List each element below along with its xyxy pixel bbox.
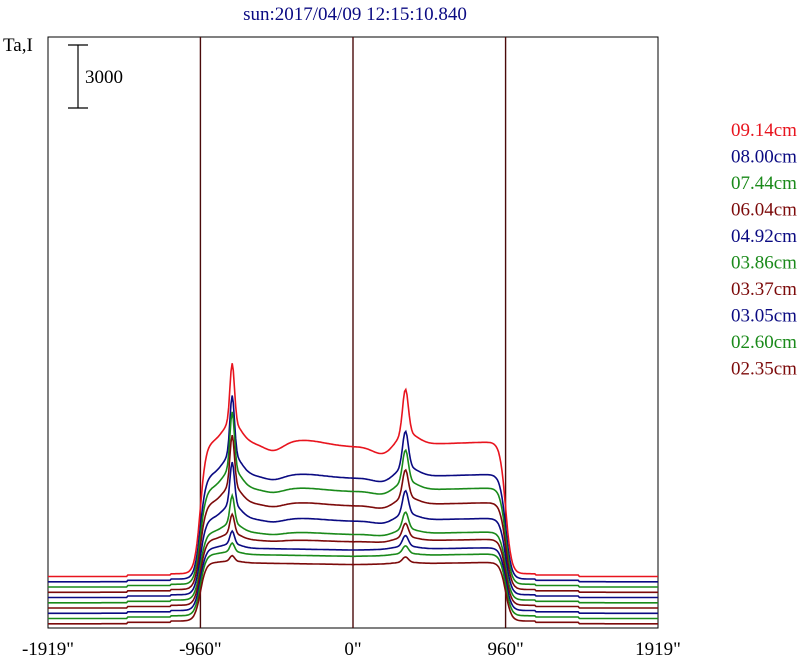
legend-entry-4: 04.92cm xyxy=(731,226,797,247)
x-tick-label-1: -960" xyxy=(179,639,222,660)
series-line-02.35cm xyxy=(48,554,658,625)
legend-entry-6: 03.37cm xyxy=(731,279,797,300)
series-line-03.37cm xyxy=(48,512,658,609)
legend-entry-5: 03.86cm xyxy=(731,253,797,274)
y-axis-label: Ta,I xyxy=(3,35,33,56)
x-tick-labels: -1919" -960" 0" 960" 1919" xyxy=(22,639,681,660)
x-tick-label-0: -1919" xyxy=(22,639,74,660)
series-line-02.60cm xyxy=(48,541,658,620)
series-line-03.05cm xyxy=(48,529,658,615)
series-line-04.92cm xyxy=(48,461,658,599)
series-line-03.86cm xyxy=(48,492,658,604)
chart-title: sun:2017/04/09 12:15:10.840 xyxy=(243,4,467,25)
series-line-09.14cm xyxy=(48,363,658,578)
x-tick-label-4: 1919" xyxy=(635,639,681,660)
x-tick-label-3: 960" xyxy=(487,639,523,660)
legend-entry-8: 02.60cm xyxy=(731,332,797,353)
legend-entry-0: 09.14cm xyxy=(731,120,797,141)
series-lines xyxy=(48,363,658,625)
legend: 09.14cm 08.00cm 07.44cm 06.04cm 04.92cm 03.86… xyxy=(731,120,797,380)
series-line-08.00cm xyxy=(48,395,658,583)
scale-bar-label: 3000 xyxy=(85,67,123,88)
legend-entry-9: 02.35cm xyxy=(731,359,797,380)
x-tick-label-2: 0" xyxy=(344,639,361,660)
series-line-07.44cm xyxy=(48,411,658,588)
series-line-06.04cm xyxy=(48,434,658,594)
legend-entry-1: 08.00cm xyxy=(731,147,797,168)
legend-entry-2: 07.44cm xyxy=(731,173,797,194)
scale-bar: 3000 xyxy=(68,44,123,109)
legend-entry-3: 06.04cm xyxy=(731,200,797,221)
legend-entry-7: 03.05cm xyxy=(731,306,797,327)
